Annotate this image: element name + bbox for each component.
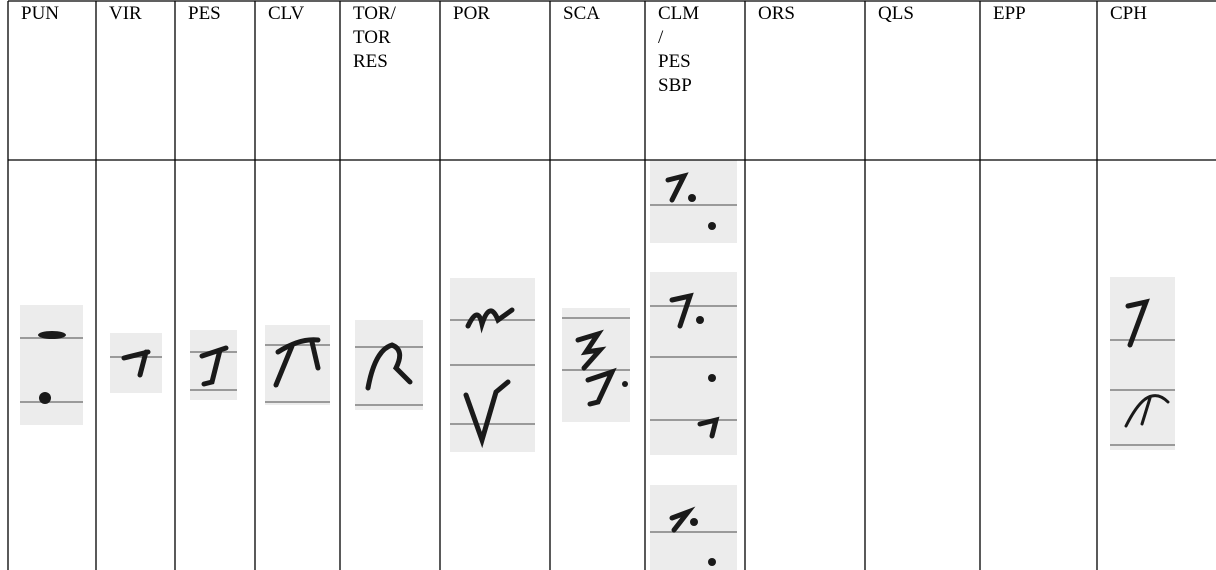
header-cell: SCA [563, 3, 600, 24]
header-cell: TOR/TOR RES [353, 3, 397, 72]
header-text: ORS [758, 3, 795, 24]
header-cell: PUN [21, 3, 59, 24]
header-cell: CLM / PES SBP [658, 3, 699, 96]
header-text: QLS [878, 3, 914, 24]
header-cell: PES [188, 3, 221, 24]
header-cell: ORS [758, 3, 795, 24]
header-text: SBP [658, 75, 692, 96]
header-text: PUN [21, 3, 59, 24]
neume-image [110, 333, 162, 393]
header-text: VIR [109, 3, 142, 24]
header-text: EPP [993, 3, 1026, 24]
header-cell: QLS [878, 3, 914, 24]
header-cell: CLV [268, 3, 305, 24]
header-cell: POR [453, 3, 490, 24]
neume-image [650, 160, 737, 570]
neume-image [355, 320, 423, 410]
neume-image [20, 305, 83, 425]
neume-image [190, 330, 237, 400]
header-text: TOR/ [353, 3, 397, 24]
header-text: RES [353, 51, 388, 72]
header-text: PES [658, 51, 691, 72]
header-text: CLV [268, 3, 305, 24]
header-cell: VIR [109, 3, 142, 24]
header-text: PES [188, 3, 221, 24]
header-cell: CPH [1110, 3, 1147, 24]
header-text: CPH [1110, 3, 1147, 24]
neume-image [265, 325, 330, 405]
header-cell: EPP [993, 3, 1026, 24]
neume-image [1110, 277, 1175, 450]
neume-image [562, 308, 630, 422]
neume-image [450, 278, 535, 452]
header-text: CLM [658, 3, 699, 24]
neume-images [20, 160, 1175, 570]
header-text: SCA [563, 3, 600, 24]
header-text: TOR [353, 27, 391, 48]
header-text: / [658, 27, 664, 48]
header-text: POR [453, 3, 490, 24]
